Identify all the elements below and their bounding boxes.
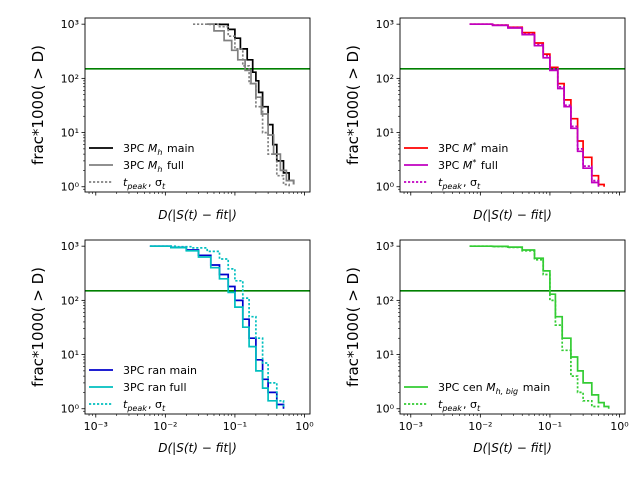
y-tick-label: 10⁰ [61,181,80,194]
x-tick-label: 10⁻³ [84,420,108,433]
legend-label: tpeak , σt [438,176,481,191]
y-axis-label: frac*1000( > D) [29,267,47,387]
x-tick-label: 10⁻³ [399,420,423,433]
plot-frame [399,17,626,193]
y-tick-label: 10⁰ [376,403,395,416]
plot-frame [399,239,626,415]
series-line-2 [207,23,295,185]
y-tick-label: 10³ [376,240,394,253]
series-line-3 [469,23,600,187]
plot-frame [84,239,311,415]
x-tick-label: 10⁻² [153,420,177,433]
x-tick-label: 10⁻¹ [223,420,247,433]
x-axis-label: D(|S(t) − fit|) [158,441,237,455]
legend-label: tpeak , σt [123,176,166,191]
y-axis-label: frac*1000( > D) [29,45,47,165]
y-tick-label: 10¹ [376,349,394,362]
series-line-2 [469,245,600,409]
y-tick-label: 10² [376,72,394,85]
y-tick-label: 10² [376,294,394,307]
legend-label: 3PC Mh full [123,159,184,174]
x-tick-label: 10⁻¹ [538,420,562,433]
y-tick-label: 10¹ [376,127,394,140]
x-axis-label: D(|S(t) − fit|) [473,208,552,222]
legend-label: 3PC M* full [438,158,498,172]
x-axis-label: D(|S(t) − fit|) [158,208,237,222]
legend-label: tpeak , σt [438,398,481,413]
legend-label: 3PC Mh main [123,142,195,157]
chart-panel-3: 10⁻³ 10⁻² 10⁻¹ 10⁰ 10⁰ 10¹ 10² 10³ D(|S(t) − fit… [29,239,314,455]
plot-frame [84,17,311,193]
y-tick-label: 10³ [376,18,394,31]
x-tick-label: 10⁻² [468,420,492,433]
y-tick-label: 10³ [61,240,79,253]
y-tick-label: 10⁰ [376,181,395,194]
y-axis-label: frac*1000( > D) [344,45,362,165]
series-line-3 [193,23,290,187]
y-tick-label: 10¹ [61,127,79,140]
y-tick-label: 10¹ [61,349,79,362]
chart-panel-2: 10⁰ 10¹ 10² 10³ D(|S(t) − fit|) frac*1000( > … [344,17,626,222]
legend-label: 3PC ran full [123,381,187,394]
series-line-3 [149,245,285,409]
y-tick-label: 10⁰ [61,403,80,416]
series-line-2 [469,23,600,187]
legend-label: 3PC ran main [123,364,197,377]
series-line-1 [207,23,295,185]
series-line-2 [149,245,278,409]
legend-label: 3PC M* main [438,141,508,155]
x-tick-label: 10⁰ [295,420,314,433]
chart-panel-4: 10⁻³ 10⁻² 10⁻¹ 10⁰ 10⁰ 10¹ 10² 10³ D(|S(t) − fit… [344,239,629,455]
legend-label: tpeak , σt [123,398,166,413]
chart-panel-1: 10⁰ 10¹ 10² 10³ D(|S(t) − fit|) frac*1000( > … [29,17,311,222]
x-tick-label: 10⁰ [610,420,629,433]
y-tick-label: 10² [61,294,79,307]
y-tick-label: 10³ [61,18,79,31]
x-axis-label: D(|S(t) − fit|) [473,441,552,455]
y-tick-label: 10² [61,72,79,85]
y-axis-label: frac*1000( > D) [344,267,362,387]
legend-label: 3PC cen Mh, big main [438,381,550,396]
